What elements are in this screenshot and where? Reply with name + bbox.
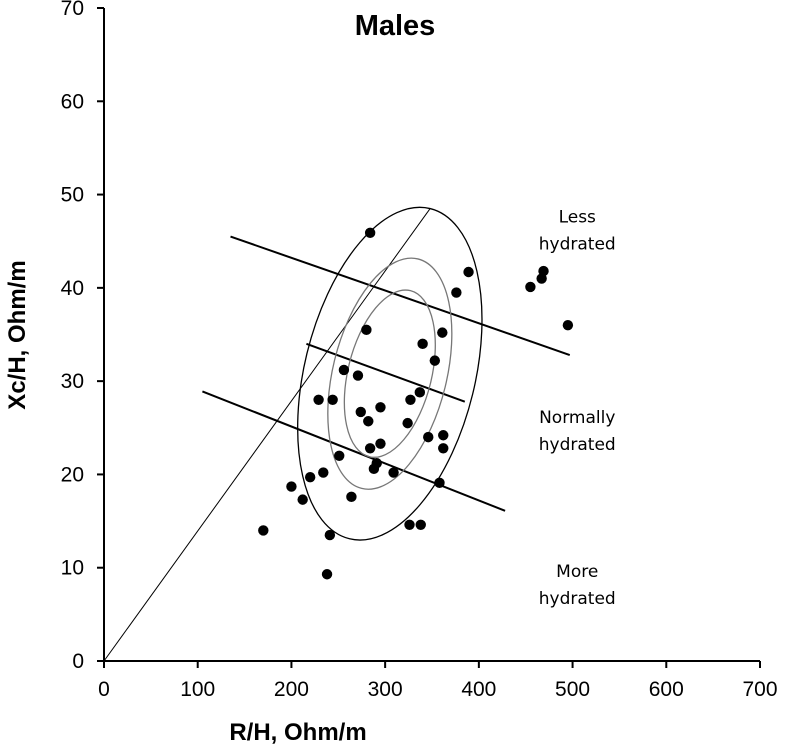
data-point bbox=[334, 450, 345, 461]
x-tick-label: 400 bbox=[461, 678, 496, 701]
data-point bbox=[258, 525, 269, 536]
y-tick-label: 60 bbox=[61, 90, 84, 113]
data-points bbox=[258, 227, 574, 580]
x-tick-label: 0 bbox=[98, 678, 110, 701]
x-axis-title: R/H, Ohm/m bbox=[229, 719, 366, 746]
y-tick-label: 70 bbox=[61, 0, 84, 20]
region-label: More hydrated bbox=[539, 562, 616, 609]
data-point bbox=[313, 394, 324, 405]
region-label: Normally hydrated bbox=[539, 408, 616, 455]
data-point bbox=[434, 477, 445, 489]
region-label-line: Less bbox=[559, 208, 596, 228]
y-tick-label: 10 bbox=[61, 557, 84, 580]
x-tick-label: 500 bbox=[555, 678, 590, 701]
data-point bbox=[402, 417, 413, 429]
data-point bbox=[286, 481, 297, 492]
data-point bbox=[414, 387, 426, 398]
x-tick-label: 600 bbox=[649, 678, 684, 701]
chart-title: Males bbox=[355, 10, 436, 42]
tolerance-ellipses bbox=[297, 206, 483, 541]
data-point bbox=[438, 443, 449, 454]
reference-lines bbox=[103, 208, 571, 662]
data-point bbox=[364, 443, 376, 454]
upper-perpendicular-line bbox=[230, 235, 571, 356]
data-point bbox=[525, 281, 536, 293]
data-point bbox=[451, 287, 462, 298]
data-point bbox=[429, 355, 441, 366]
data-point bbox=[321, 569, 333, 580]
x-tick-label: 300 bbox=[368, 678, 403, 701]
data-point bbox=[346, 491, 357, 503]
data-point bbox=[364, 227, 376, 239]
x-tick-label: 200 bbox=[274, 678, 309, 701]
data-point bbox=[375, 438, 386, 449]
tolerance-50-ellipse bbox=[343, 289, 436, 458]
data-point bbox=[355, 406, 366, 418]
data-point bbox=[417, 338, 428, 350]
data-point bbox=[361, 324, 372, 336]
data-point bbox=[415, 519, 426, 531]
data-point bbox=[324, 529, 336, 541]
data-point bbox=[438, 430, 449, 441]
tolerance-95-ellipse bbox=[297, 206, 483, 541]
data-point bbox=[463, 266, 474, 278]
data-point bbox=[352, 370, 364, 381]
data-point bbox=[375, 402, 386, 413]
tolerance-75-ellipse bbox=[327, 257, 453, 490]
data-point bbox=[338, 364, 350, 376]
x-tick-label: 100 bbox=[180, 678, 215, 701]
lower-perpendicular-line bbox=[202, 390, 506, 512]
y-axis-title: Xc/H, Ohm/m bbox=[4, 260, 31, 409]
region-label-line: hydrated bbox=[539, 235, 616, 255]
region-label-line: hydrated bbox=[539, 589, 616, 609]
y-tick-label: 20 bbox=[61, 463, 84, 486]
data-point bbox=[405, 394, 416, 405]
data-point bbox=[304, 472, 316, 483]
region-label-line: Normally bbox=[539, 408, 615, 428]
data-point bbox=[318, 467, 329, 478]
data-point bbox=[327, 394, 338, 405]
data-point bbox=[371, 458, 382, 469]
regression-through-origin-line bbox=[103, 208, 431, 662]
data-point bbox=[363, 416, 374, 427]
data-point bbox=[423, 431, 434, 443]
y-tick-label: 40 bbox=[61, 277, 84, 300]
region-label-line: More bbox=[556, 562, 598, 582]
middle-perpendicular-line bbox=[306, 342, 466, 403]
y-tick-label: 30 bbox=[61, 370, 84, 393]
x-tick-label: 700 bbox=[742, 678, 777, 701]
data-point bbox=[388, 467, 399, 478]
data-point bbox=[538, 265, 549, 277]
data-point bbox=[404, 519, 415, 531]
y-tick-label: 0 bbox=[72, 650, 84, 673]
y-tick-label: 50 bbox=[61, 184, 84, 207]
data-point bbox=[297, 494, 308, 505]
tick-labels: 0 100 200 300 400 500 600 700 0 10 20 30 40 50 60 70 bbox=[61, 0, 778, 701]
region-label: Less hydrated bbox=[539, 208, 616, 255]
data-point bbox=[437, 327, 448, 338]
region-annotations: Less hydrated Normally hydrated More hydrated bbox=[539, 208, 616, 609]
data-point bbox=[562, 319, 574, 331]
axes bbox=[97, 7, 761, 668]
region-label-line: hydrated bbox=[539, 435, 616, 455]
